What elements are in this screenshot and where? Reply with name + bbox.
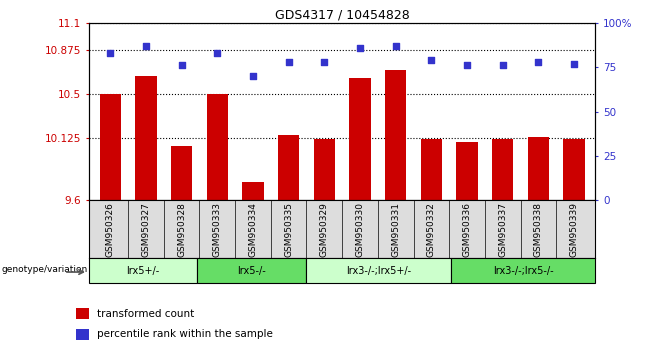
Text: percentile rank within the sample: percentile rank within the sample <box>97 329 273 339</box>
Bar <box>76 308 89 319</box>
Text: GSM950333: GSM950333 <box>213 202 222 257</box>
Bar <box>420 139 442 200</box>
Point <box>105 50 116 56</box>
Bar <box>197 258 306 283</box>
Bar <box>278 135 299 200</box>
Point <box>176 63 187 68</box>
Point <box>497 63 508 68</box>
Bar <box>451 258 595 283</box>
Text: GSM950327: GSM950327 <box>141 202 151 257</box>
Point <box>319 59 330 65</box>
Bar <box>242 182 264 200</box>
Text: lrx3-/-;lrx5-/-: lrx3-/-;lrx5-/- <box>493 266 553 276</box>
Text: GSM950339: GSM950339 <box>570 202 578 257</box>
Bar <box>76 329 89 340</box>
Text: lrx5-/-: lrx5-/- <box>238 266 266 276</box>
Text: transformed count: transformed count <box>97 309 195 319</box>
Text: GSM950328: GSM950328 <box>177 202 186 257</box>
Text: GSM950329: GSM950329 <box>320 202 329 257</box>
Text: GSM950336: GSM950336 <box>463 202 472 257</box>
Point <box>212 50 222 56</box>
Point <box>247 73 258 79</box>
Bar <box>135 76 157 200</box>
Point <box>569 61 579 67</box>
Bar <box>563 139 585 200</box>
Bar <box>314 139 335 200</box>
Bar <box>306 258 451 283</box>
Point <box>426 57 437 63</box>
Bar <box>171 146 192 200</box>
Text: lrx3-/-;lrx5+/-: lrx3-/-;lrx5+/- <box>346 266 411 276</box>
Bar <box>528 137 549 200</box>
Text: GSM950338: GSM950338 <box>534 202 543 257</box>
Text: GSM950337: GSM950337 <box>498 202 507 257</box>
Title: GDS4317 / 10454828: GDS4317 / 10454828 <box>275 9 409 22</box>
Bar <box>492 139 513 200</box>
Bar <box>349 79 370 200</box>
Bar <box>89 258 197 283</box>
Text: lrx5+/-: lrx5+/- <box>126 266 160 276</box>
Text: GSM950335: GSM950335 <box>284 202 293 257</box>
Point <box>533 59 544 65</box>
Text: GSM950330: GSM950330 <box>355 202 365 257</box>
Point <box>141 43 151 49</box>
Bar <box>457 142 478 200</box>
Point <box>462 63 472 68</box>
Text: GSM950334: GSM950334 <box>249 202 257 257</box>
Bar <box>207 94 228 200</box>
Point <box>284 59 294 65</box>
Text: GSM950332: GSM950332 <box>427 202 436 257</box>
Bar <box>385 70 407 200</box>
Point <box>390 43 401 49</box>
Text: genotype/variation: genotype/variation <box>2 265 88 274</box>
Text: GSM950331: GSM950331 <box>391 202 400 257</box>
Bar <box>99 94 121 200</box>
Text: GSM950326: GSM950326 <box>106 202 114 257</box>
Point <box>355 45 365 51</box>
